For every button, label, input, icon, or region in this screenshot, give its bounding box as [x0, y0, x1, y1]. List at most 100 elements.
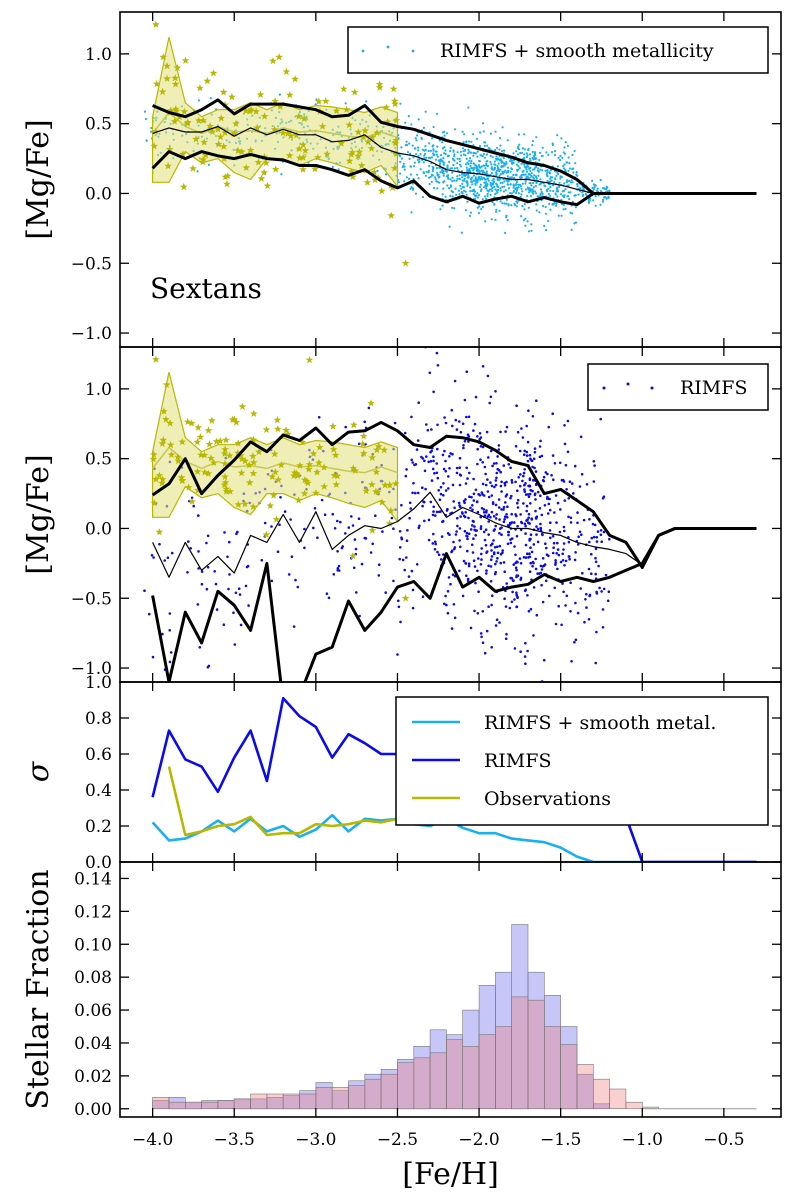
observation-star: [292, 469, 301, 477]
simulated-point: [425, 156, 428, 159]
simulated-point: [446, 532, 450, 535]
simulated-point: [237, 587, 241, 590]
simulated-point: [415, 563, 419, 566]
simulated-point: [559, 177, 562, 180]
simulated-point: [480, 635, 483, 639]
simulated-point: [148, 612, 151, 616]
histogram-bar: [478, 1034, 496, 1109]
simulated-point: [515, 605, 519, 608]
simulated-point: [414, 192, 418, 195]
simulated-point: [470, 543, 474, 547]
simulated-point: [524, 224, 527, 227]
simulated-point: [430, 449, 434, 453]
simulated-point: [459, 545, 462, 549]
simulated-point: [595, 536, 599, 539]
simulated-point: [472, 477, 475, 481]
simulated-point: [197, 550, 200, 553]
simulated-point: [415, 153, 418, 156]
simulated-point: [416, 439, 420, 442]
simulated-point: [474, 178, 477, 181]
observation-star: [197, 450, 205, 459]
simulated-point: [498, 174, 501, 177]
observation-star: [276, 102, 284, 110]
observation-star: [312, 489, 320, 497]
simulated-point: [548, 529, 552, 532]
simulated-point: [465, 531, 469, 535]
simulated-point: [207, 664, 211, 668]
simulated-point: [481, 155, 484, 158]
simulated-point: [489, 395, 493, 399]
simulated-point: [549, 177, 552, 180]
simulated-point: [499, 527, 502, 530]
simulated-point: [506, 524, 510, 527]
simulated-point: [400, 536, 403, 539]
simulated-point: [569, 516, 573, 520]
observation-star: [320, 482, 328, 490]
simulated-point: [469, 211, 473, 214]
simulated-point: [599, 529, 603, 532]
simulated-point: [433, 472, 436, 475]
simulated-point: [423, 172, 426, 175]
simulated-point: [465, 193, 468, 196]
simulated-point: [568, 557, 571, 561]
simulated-point: [562, 590, 565, 594]
simulated-point: [377, 574, 381, 577]
simulated-point: [492, 178, 495, 181]
simulated-point: [524, 173, 527, 176]
simulated-point: [439, 485, 443, 489]
simulated-point: [435, 112, 438, 115]
simulated-point: [570, 660, 573, 663]
simulated-point: [437, 159, 440, 162]
simulated-point: [539, 526, 542, 530]
simulated-point: [436, 476, 440, 480]
simulated-point: [575, 171, 578, 174]
observation-star: [277, 461, 285, 469]
simulated-point: [569, 191, 572, 194]
simulated-point: [449, 146, 452, 149]
simulated-point: [525, 424, 528, 428]
simulated-point: [152, 556, 155, 559]
observation-star: [329, 445, 338, 453]
simulated-point: [367, 406, 371, 410]
simulated-point: [481, 641, 485, 644]
simulated-point: [522, 453, 526, 457]
simulated-point: [456, 175, 459, 178]
simulated-point: [435, 510, 439, 514]
simulated-point: [432, 125, 435, 129]
simulated-point: [484, 483, 488, 487]
simulated-point: [158, 542, 161, 546]
simulated-point: [553, 153, 557, 157]
simulated-point: [484, 543, 488, 547]
observation-star: [203, 76, 212, 85]
simulated-point: [516, 489, 519, 493]
observation-star: [302, 477, 311, 485]
simulated-point: [433, 153, 436, 156]
observation-star: [230, 129, 239, 137]
simulated-point: [446, 611, 450, 615]
simulated-point: [499, 484, 503, 488]
observation-star: [250, 409, 258, 417]
simulated-point: [465, 370, 469, 374]
simulated-point: [452, 500, 456, 503]
simulated-point: [517, 165, 520, 168]
simulated-point: [434, 540, 437, 544]
simulated-point: [198, 646, 202, 649]
simulated-point: [506, 170, 509, 174]
simulated-point: [436, 447, 439, 451]
simulated-point: [469, 528, 473, 531]
simulated-point: [453, 506, 456, 510]
simulated-point: [480, 507, 484, 510]
simulated-point: [549, 536, 552, 540]
simulated-point: [290, 555, 294, 558]
observation-star: [315, 443, 324, 451]
simulated-point: [402, 162, 405, 165]
observation-star: [166, 440, 175, 449]
observation-star: [219, 88, 228, 96]
simulated-point: [489, 154, 492, 157]
simulated-point: [462, 189, 466, 192]
simulated-point: [474, 534, 478, 537]
simulated-point: [482, 130, 485, 133]
simulated-point: [581, 191, 584, 194]
simulated-point: [541, 154, 544, 157]
simulated-point: [601, 626, 605, 629]
